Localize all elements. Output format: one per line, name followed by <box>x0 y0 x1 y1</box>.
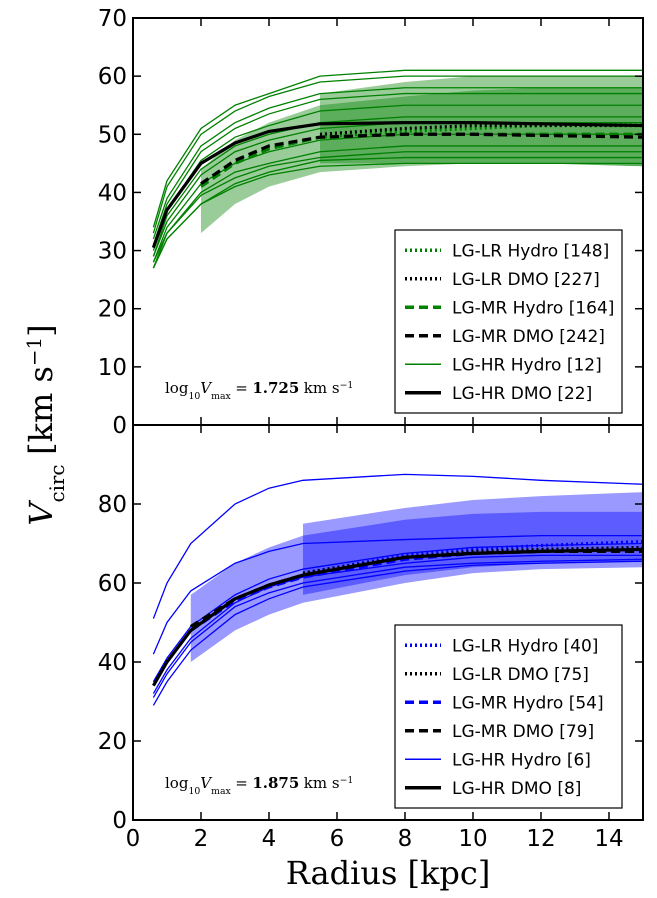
band <box>190 511 643 662</box>
series-line <box>302 539 643 575</box>
legend-label: LG-HR DMO [8] <box>452 779 581 799</box>
value: 1.725 <box>252 379 299 397</box>
unit: km s <box>304 774 340 792</box>
exp: −1 <box>340 775 354 786</box>
legend-label: LG-MR Hydro [54] <box>452 693 604 713</box>
legend-label: LG-LR Hydro [148] <box>452 241 609 261</box>
y-tick-label: 20 <box>98 297 127 323</box>
y-tick-label: 0 <box>112 413 127 439</box>
panel: 0 10 20 30 40 50 60 70 LG-LR Hydro [148] LG-LR DM… <box>98 6 644 439</box>
legend-label: LG-LR DMO [227] <box>452 270 600 290</box>
halo-curve <box>152 69 643 228</box>
y-tick-label: 60 <box>98 571 127 597</box>
annotation: log10Vmax = 1.725 km s−1 <box>165 379 353 402</box>
y-tick-label: 0 <box>112 808 127 834</box>
series-line <box>302 545 643 575</box>
series-line <box>152 547 643 687</box>
series-line <box>200 132 643 186</box>
sub: circ <box>46 464 69 502</box>
halo-curve <box>152 554 643 694</box>
halo-curve <box>152 145 643 269</box>
x-tick-label: 4 <box>262 826 277 852</box>
x-axis-label: Radius [kpc] <box>286 854 491 892</box>
legend-label: LG-MR Hydro [164] <box>452 298 614 318</box>
halo-curve <box>152 473 643 619</box>
y-tick-label: 40 <box>98 180 127 206</box>
base: 10 <box>188 786 200 797</box>
halo-curve <box>152 560 643 706</box>
sub: max <box>211 391 231 402</box>
y-tick-label: 70 <box>98 6 127 32</box>
unit: km s <box>304 379 340 397</box>
x-tick-label: 12 <box>526 826 555 852</box>
unit: [km s <box>22 366 60 455</box>
symbol: V <box>22 500 60 526</box>
value: 1.875 <box>252 774 299 792</box>
y-tick-label: 60 <box>98 64 127 90</box>
symbol: V <box>200 774 213 792</box>
halo-curve <box>152 75 643 234</box>
y-tick-label: 50 <box>98 122 127 148</box>
legend-label: LG-LR DMO [75] <box>452 665 589 685</box>
eq: = <box>235 774 248 792</box>
halo-curve <box>152 151 643 263</box>
y-tick-label: 80 <box>98 492 127 518</box>
y-axis-label: Vcirc [km s−1] <box>22 324 69 525</box>
annotation: log10Vmax = 1.875 km s−1 <box>165 774 353 797</box>
base: 10 <box>188 391 200 402</box>
legend-label: LG-HR DMO [22] <box>452 384 592 404</box>
y-tick-label: 30 <box>98 239 127 265</box>
sub: max <box>211 786 231 797</box>
x-tick-label: 6 <box>330 826 345 852</box>
halo-curve <box>152 92 643 245</box>
legend-label: LG-MR DMO [79] <box>452 722 594 742</box>
func: log <box>165 379 189 397</box>
halo-curve <box>152 558 643 698</box>
frame <box>132 424 644 821</box>
band <box>303 492 643 595</box>
legend-label: LG-MR DMO [242] <box>452 327 605 347</box>
x-tick-label: 8 <box>398 826 413 852</box>
exp: −1 <box>340 380 354 391</box>
plot-area <box>151 69 643 269</box>
halo-curve <box>152 87 643 240</box>
plot-area <box>152 473 643 706</box>
legend-box <box>394 229 623 414</box>
x-tick-label: 0 <box>126 826 141 852</box>
legend-label: LG-HR Hydro [12] <box>452 355 602 375</box>
legend-label: LG-HR Hydro [6] <box>452 750 591 770</box>
close: ] <box>22 324 60 336</box>
x-tick-label: 10 <box>458 826 487 852</box>
x-tick-label: 2 <box>194 826 209 852</box>
func: log <box>165 774 189 792</box>
x-tick-label: 14 <box>594 826 623 852</box>
y-tick-label: 20 <box>98 729 127 755</box>
y-tick-label: 40 <box>98 650 127 676</box>
exp: −1 <box>23 337 46 366</box>
y-tick-label: 10 <box>98 355 127 381</box>
halo-curve <box>152 162 643 269</box>
legend-label: LG-LR Hydro [40] <box>452 636 598 656</box>
series-line <box>151 121 643 249</box>
legend-box <box>394 624 623 809</box>
symbol: V <box>200 379 213 397</box>
halo-curve <box>152 534 643 655</box>
eq: = <box>235 379 248 397</box>
panel: 0 20 40 60 80 0 2 4 6 8 10 12 14 LG-LR Hydro [40] LG-L… <box>98 424 644 852</box>
